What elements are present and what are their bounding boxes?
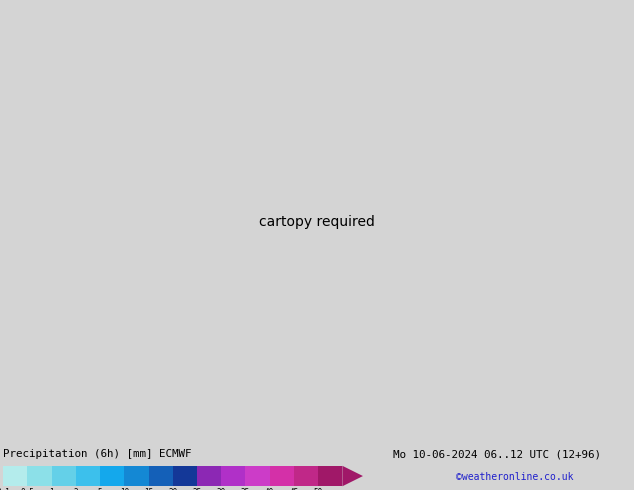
Text: 10: 10 — [120, 488, 129, 490]
Text: 20: 20 — [168, 488, 178, 490]
Bar — [148, 466, 172, 486]
Bar — [76, 466, 100, 486]
Text: 0.1: 0.1 — [0, 488, 10, 490]
Bar — [124, 466, 148, 486]
Text: 40: 40 — [265, 488, 275, 490]
Bar — [197, 466, 221, 486]
Text: Mo 10-06-2024 06..12 UTC (12+96): Mo 10-06-2024 06..12 UTC (12+96) — [393, 449, 601, 459]
Text: 15: 15 — [144, 488, 153, 490]
Text: Precipitation (6h) [mm] ECMWF: Precipitation (6h) [mm] ECMWF — [3, 449, 191, 459]
Bar — [172, 466, 197, 486]
Text: 25: 25 — [192, 488, 202, 490]
Text: 30: 30 — [217, 488, 226, 490]
Bar — [27, 466, 51, 486]
Text: 2: 2 — [74, 488, 78, 490]
Text: 0.5: 0.5 — [20, 488, 34, 490]
Bar — [100, 466, 124, 486]
Text: ©weatheronline.co.uk: ©weatheronline.co.uk — [456, 472, 574, 482]
Text: 45: 45 — [289, 488, 299, 490]
Bar — [318, 466, 342, 486]
Bar — [245, 466, 269, 486]
Bar — [3, 466, 27, 486]
Text: 1: 1 — [49, 488, 54, 490]
Bar — [269, 466, 294, 486]
Text: cartopy required: cartopy required — [259, 215, 375, 229]
Bar — [294, 466, 318, 486]
Bar — [221, 466, 245, 486]
Polygon shape — [342, 466, 363, 486]
Text: 35: 35 — [241, 488, 250, 490]
Text: 50: 50 — [313, 488, 323, 490]
Text: 5: 5 — [98, 488, 103, 490]
Bar — [51, 466, 76, 486]
